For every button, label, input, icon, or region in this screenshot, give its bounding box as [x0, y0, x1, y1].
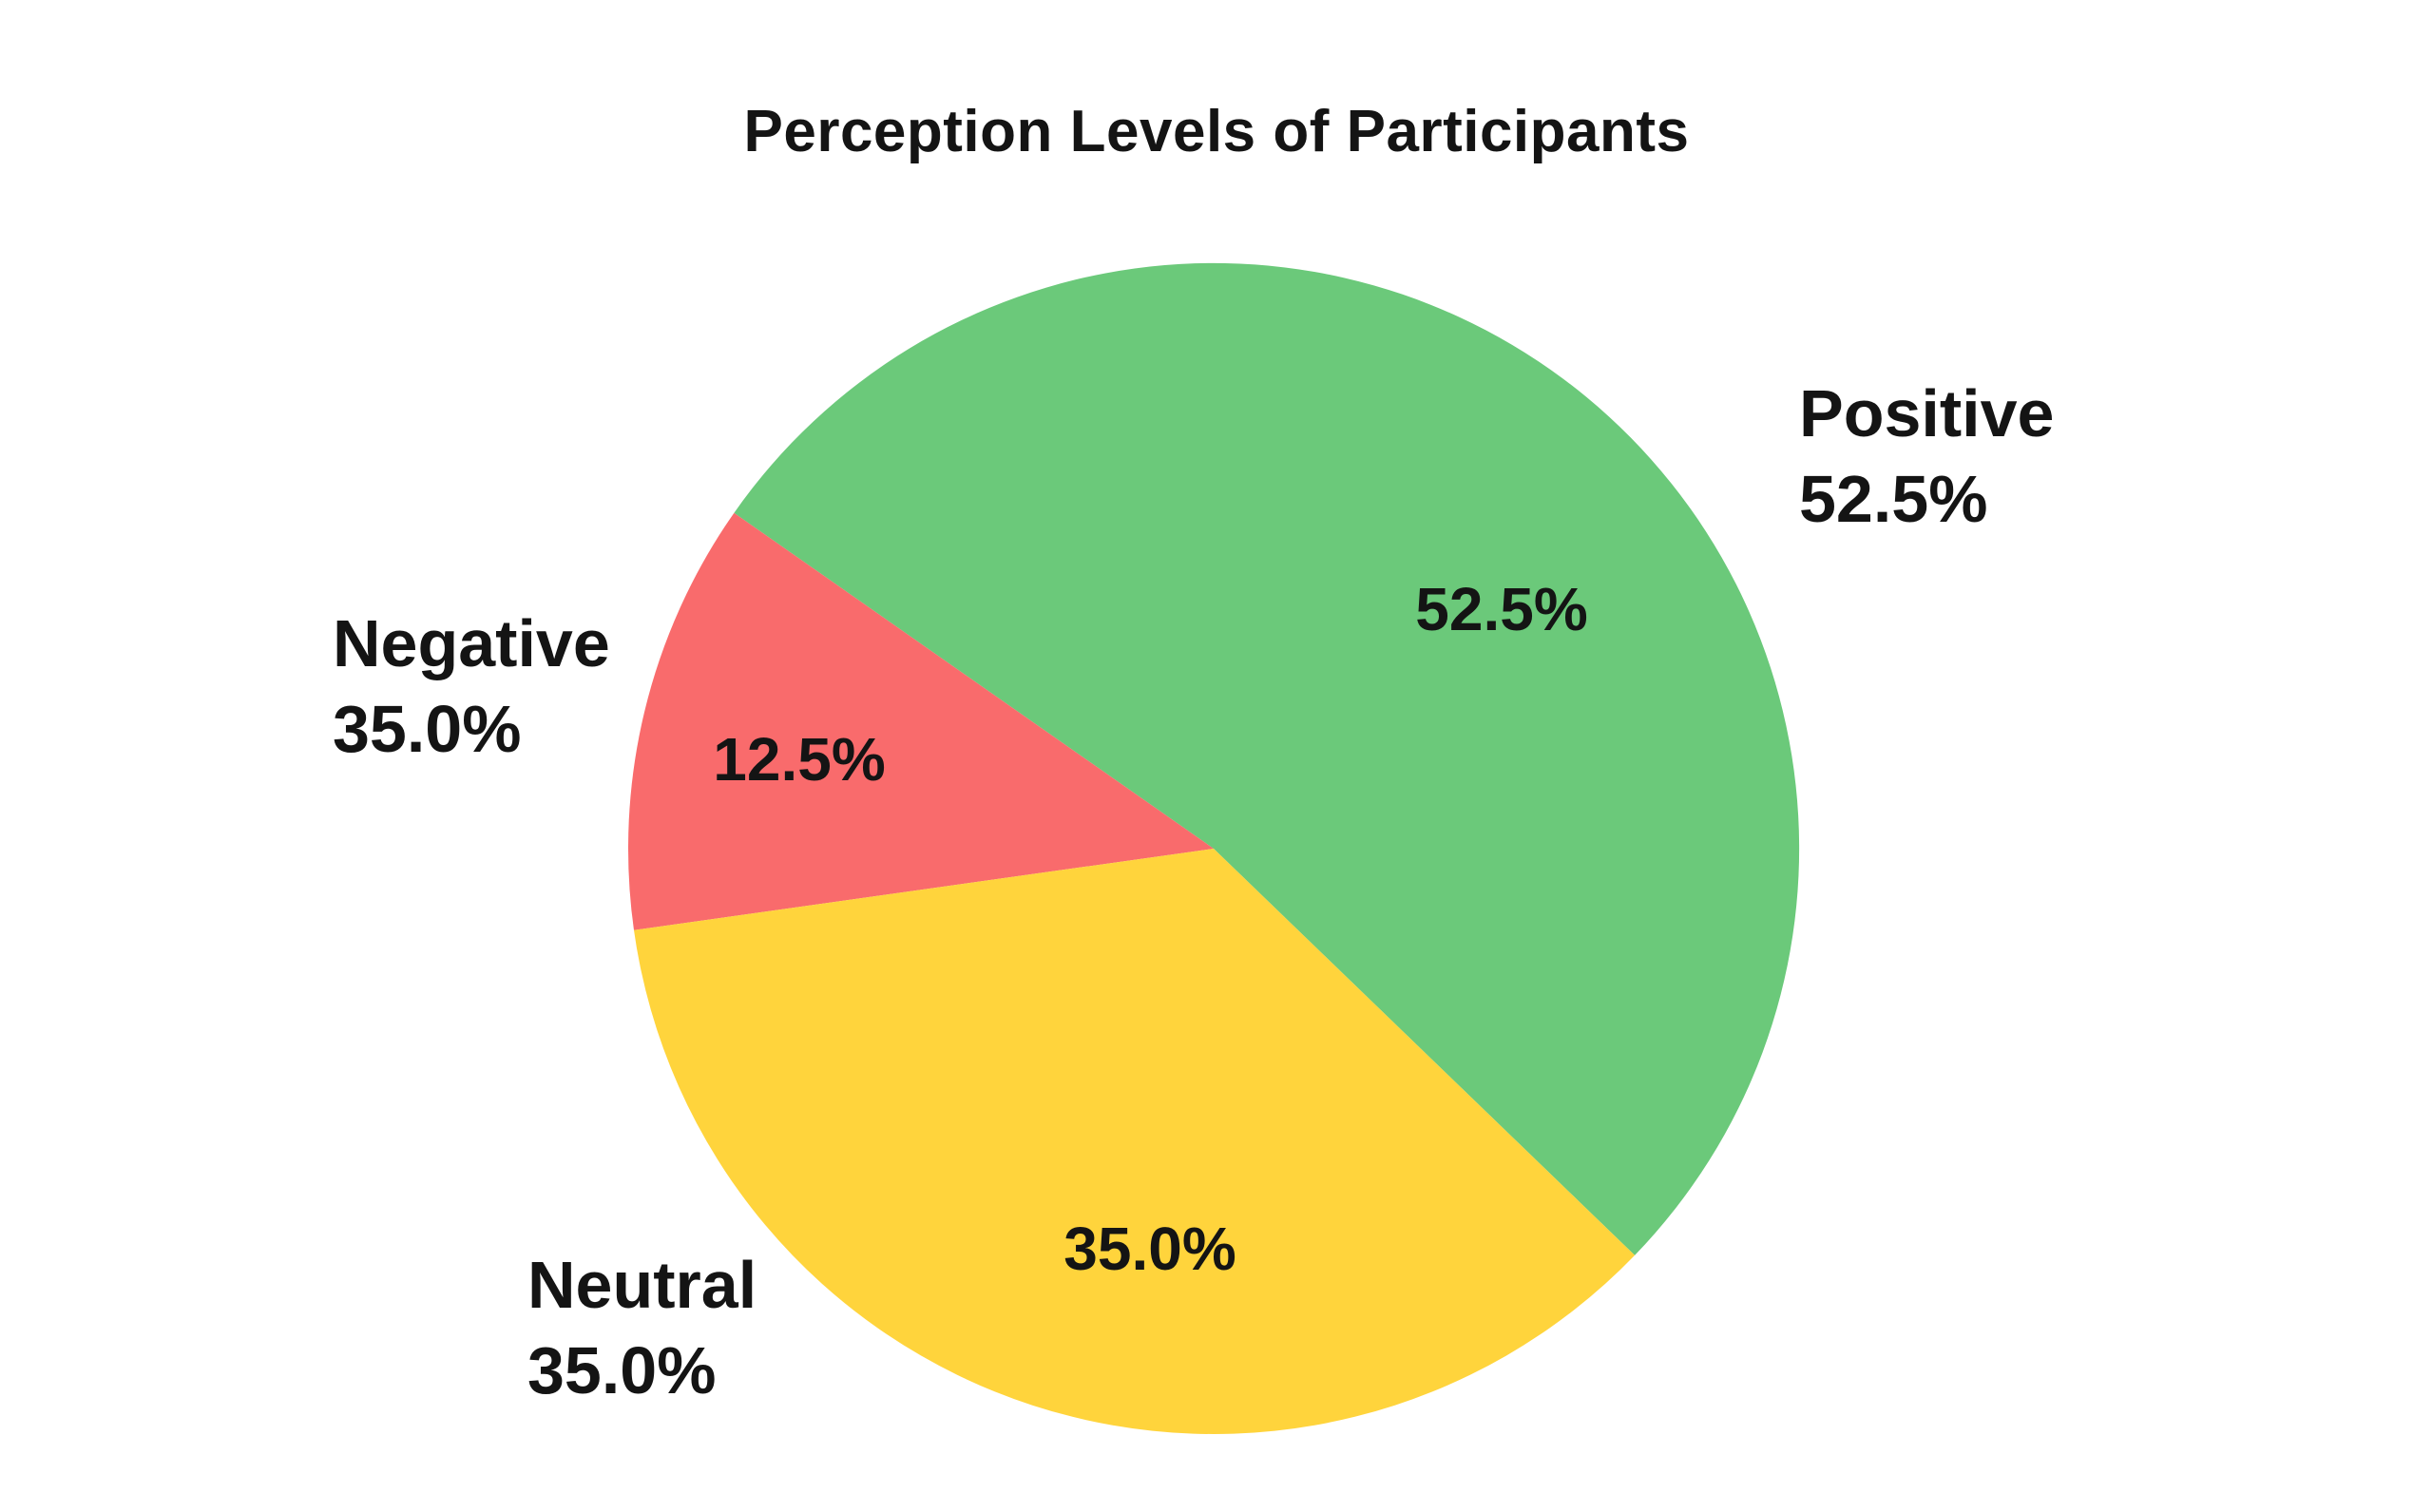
callout-negative-value: 35.0% [333, 692, 522, 766]
pie-slice-positive [734, 262, 1800, 1255]
pie-slice-neutral [634, 849, 1636, 1434]
callout-neutral-name: Neutral [527, 1248, 757, 1322]
slice-value-label-negative: 12.5% [713, 725, 885, 794]
callout-positive: Positive 52.5% [1799, 371, 2054, 542]
slice-value-label-positive: 52.5% [1415, 575, 1587, 643]
callout-neutral-value: 35.0% [527, 1333, 717, 1407]
callout-negative: Negative 35.0% [333, 601, 610, 772]
callout-neutral: Neutral 35.0% [527, 1242, 757, 1413]
callout-negative-name: Negative [333, 606, 610, 680]
pie-slice-negative [628, 512, 1214, 930]
chart-title: Perception Levels of Participants [743, 99, 1690, 164]
callout-positive-name: Positive [1799, 376, 2055, 450]
slice-value-label-neutral: 35.0% [1063, 1215, 1236, 1283]
callout-positive-value: 52.5% [1799, 462, 1988, 536]
